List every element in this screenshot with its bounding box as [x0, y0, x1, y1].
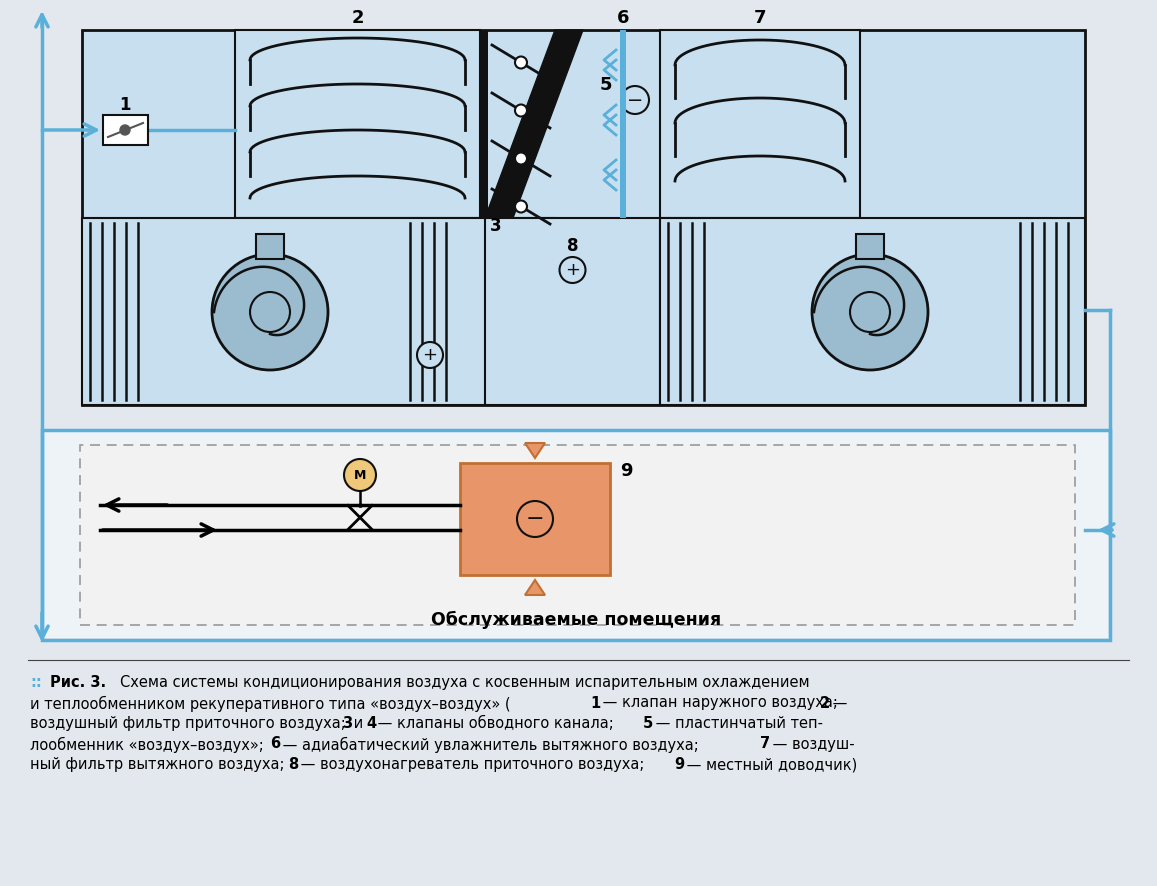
Bar — [44, 432, 1108, 638]
Text: 7: 7 — [753, 9, 766, 27]
Bar — [620, 30, 626, 218]
Text: — пластинчатый теп-: — пластинчатый теп- — [651, 716, 823, 731]
Bar — [80, 445, 1075, 625]
Circle shape — [850, 292, 890, 332]
Text: лообменник «воздух–воздух»;: лообменник «воздух–воздух»; — [30, 736, 268, 752]
Bar — [42, 430, 1110, 640]
Text: 3: 3 — [491, 217, 502, 235]
Text: — адиабатический увлажнитель вытяжного воздуха;: — адиабатический увлажнитель вытяжного в… — [278, 736, 703, 752]
Bar — [485, 218, 659, 405]
Circle shape — [515, 57, 526, 68]
Circle shape — [560, 257, 585, 283]
Text: — клапаны обводного канала;: — клапаны обводного канала; — [373, 716, 618, 731]
Text: 2: 2 — [352, 9, 363, 27]
Text: 1: 1 — [119, 96, 131, 114]
Circle shape — [812, 254, 928, 370]
Text: — воздуш-: — воздуш- — [768, 736, 855, 751]
Circle shape — [621, 86, 649, 114]
Circle shape — [417, 342, 443, 368]
Text: M: M — [354, 469, 366, 481]
Text: ный фильтр вытяжного воздуха;: ный фильтр вытяжного воздуха; — [30, 757, 289, 772]
Text: 5: 5 — [643, 716, 654, 731]
Text: 6: 6 — [270, 736, 280, 751]
Text: —: — — [828, 696, 847, 711]
Bar — [460, 463, 610, 575]
Text: воздушный фильтр приточного воздуха;: воздушный фильтр приточного воздуха; — [30, 716, 351, 731]
Polygon shape — [525, 443, 545, 458]
Text: 4: 4 — [366, 716, 376, 731]
Text: 5: 5 — [600, 76, 612, 94]
Bar — [659, 30, 860, 218]
Text: +: + — [422, 346, 437, 364]
Bar — [256, 234, 283, 259]
Text: Схема системы кондиционирования воздуха с косвенным испарительным охлаждением: Схема системы кондиционирования воздуха … — [120, 675, 810, 690]
Polygon shape — [485, 30, 583, 218]
Text: и: и — [349, 716, 368, 731]
Text: +: + — [565, 261, 580, 279]
Circle shape — [515, 152, 526, 165]
Circle shape — [344, 459, 376, 491]
Text: 2: 2 — [820, 696, 830, 711]
Text: 7: 7 — [760, 736, 771, 751]
Polygon shape — [525, 580, 545, 595]
Bar — [235, 30, 480, 218]
Circle shape — [212, 254, 327, 370]
Text: — воздухонагреватель приточного воздуха;: — воздухонагреватель приточного воздуха; — [296, 757, 649, 772]
Text: Обслуживаемые помещения: Обслуживаемые помещения — [430, 611, 721, 629]
Text: −: − — [525, 509, 544, 529]
Text: 1: 1 — [590, 696, 600, 711]
Circle shape — [517, 501, 553, 537]
Circle shape — [250, 292, 290, 332]
Text: −: − — [627, 90, 643, 110]
Circle shape — [120, 125, 130, 135]
Text: — клапан наружного воздуха;: — клапан наружного воздуха; — [598, 696, 842, 711]
Circle shape — [515, 105, 526, 116]
Text: 6: 6 — [617, 9, 629, 27]
Text: — местный доводчик): — местный доводчик) — [681, 757, 857, 772]
Bar — [82, 218, 555, 405]
Bar — [856, 234, 884, 259]
Text: 9: 9 — [620, 462, 633, 480]
Circle shape — [515, 200, 526, 213]
Text: 9: 9 — [675, 757, 684, 772]
Bar — [82, 30, 1085, 405]
Text: и теплообменником рекуперативного типа «воздух–воздух» (: и теплообменником рекуперативного типа «… — [30, 696, 510, 711]
Text: Рис. 3.: Рис. 3. — [50, 675, 106, 690]
Text: 8: 8 — [567, 237, 578, 255]
Bar — [659, 218, 1085, 405]
Text: 8: 8 — [288, 757, 299, 772]
Text: 3: 3 — [342, 716, 352, 731]
Text: ::: :: — [30, 675, 42, 690]
Bar — [103, 115, 148, 145]
Bar — [480, 30, 488, 218]
